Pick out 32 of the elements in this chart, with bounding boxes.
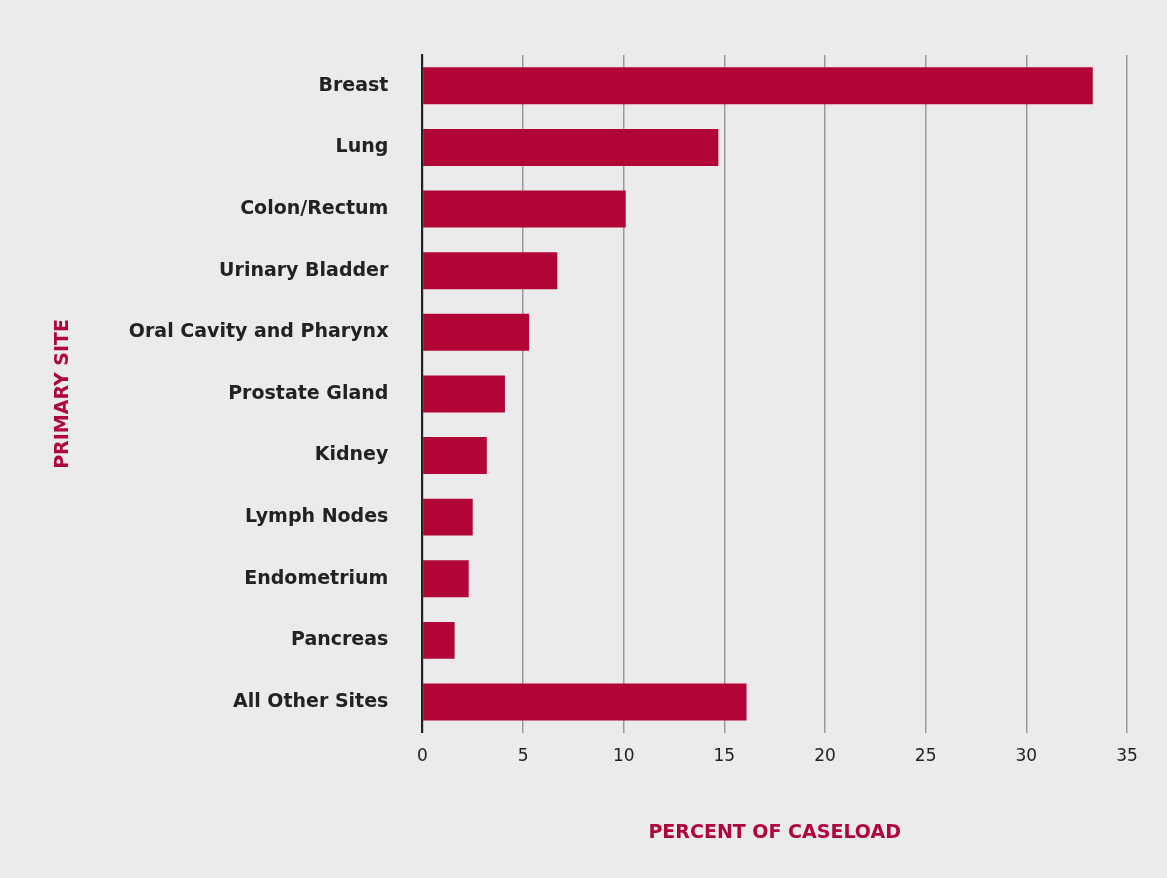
bar <box>423 252 558 290</box>
y-tick-label: Lung <box>335 134 389 157</box>
y-tick-label: Prostate Gland <box>228 380 389 403</box>
y-tick-label: Urinary Bladder <box>219 257 390 280</box>
bar <box>423 128 719 166</box>
bar <box>423 437 487 474</box>
y-tick-label: Lymph Nodes <box>244 504 389 527</box>
y-tick-label: Endometrium <box>244 565 389 588</box>
x-tick-label: 25 <box>914 745 937 766</box>
x-tick-label: 20 <box>814 745 836 766</box>
x-tick-label: 35 <box>1116 745 1138 766</box>
bar <box>423 375 505 413</box>
x-tick-label: 5 <box>517 745 529 766</box>
bar <box>423 621 455 659</box>
y-tick-label: Breast <box>318 72 389 95</box>
x-tick-label: 15 <box>713 745 736 766</box>
x-axis-title: PERCENT OF CASELOAD <box>648 819 901 842</box>
y-tick-label: Colon/Rectum <box>240 195 389 218</box>
x-tick-label: 30 <box>1015 745 1038 766</box>
bar <box>423 683 747 721</box>
bar <box>423 498 473 536</box>
bar <box>423 67 1093 105</box>
bar <box>423 313 530 351</box>
y-tick-label: Oral Cavity and Pharynx <box>128 319 389 342</box>
y-tick-label: Kidney <box>314 442 389 465</box>
x-tick-label: 0 <box>416 745 428 766</box>
y-tick-label: All Other Sites <box>232 688 389 711</box>
bar <box>423 190 626 228</box>
y-tick-label: Pancreas <box>290 627 389 650</box>
x-tick-label: 10 <box>612 745 635 766</box>
y-axis-title: PRIMARY SITE <box>50 318 73 469</box>
bar <box>423 560 469 598</box>
